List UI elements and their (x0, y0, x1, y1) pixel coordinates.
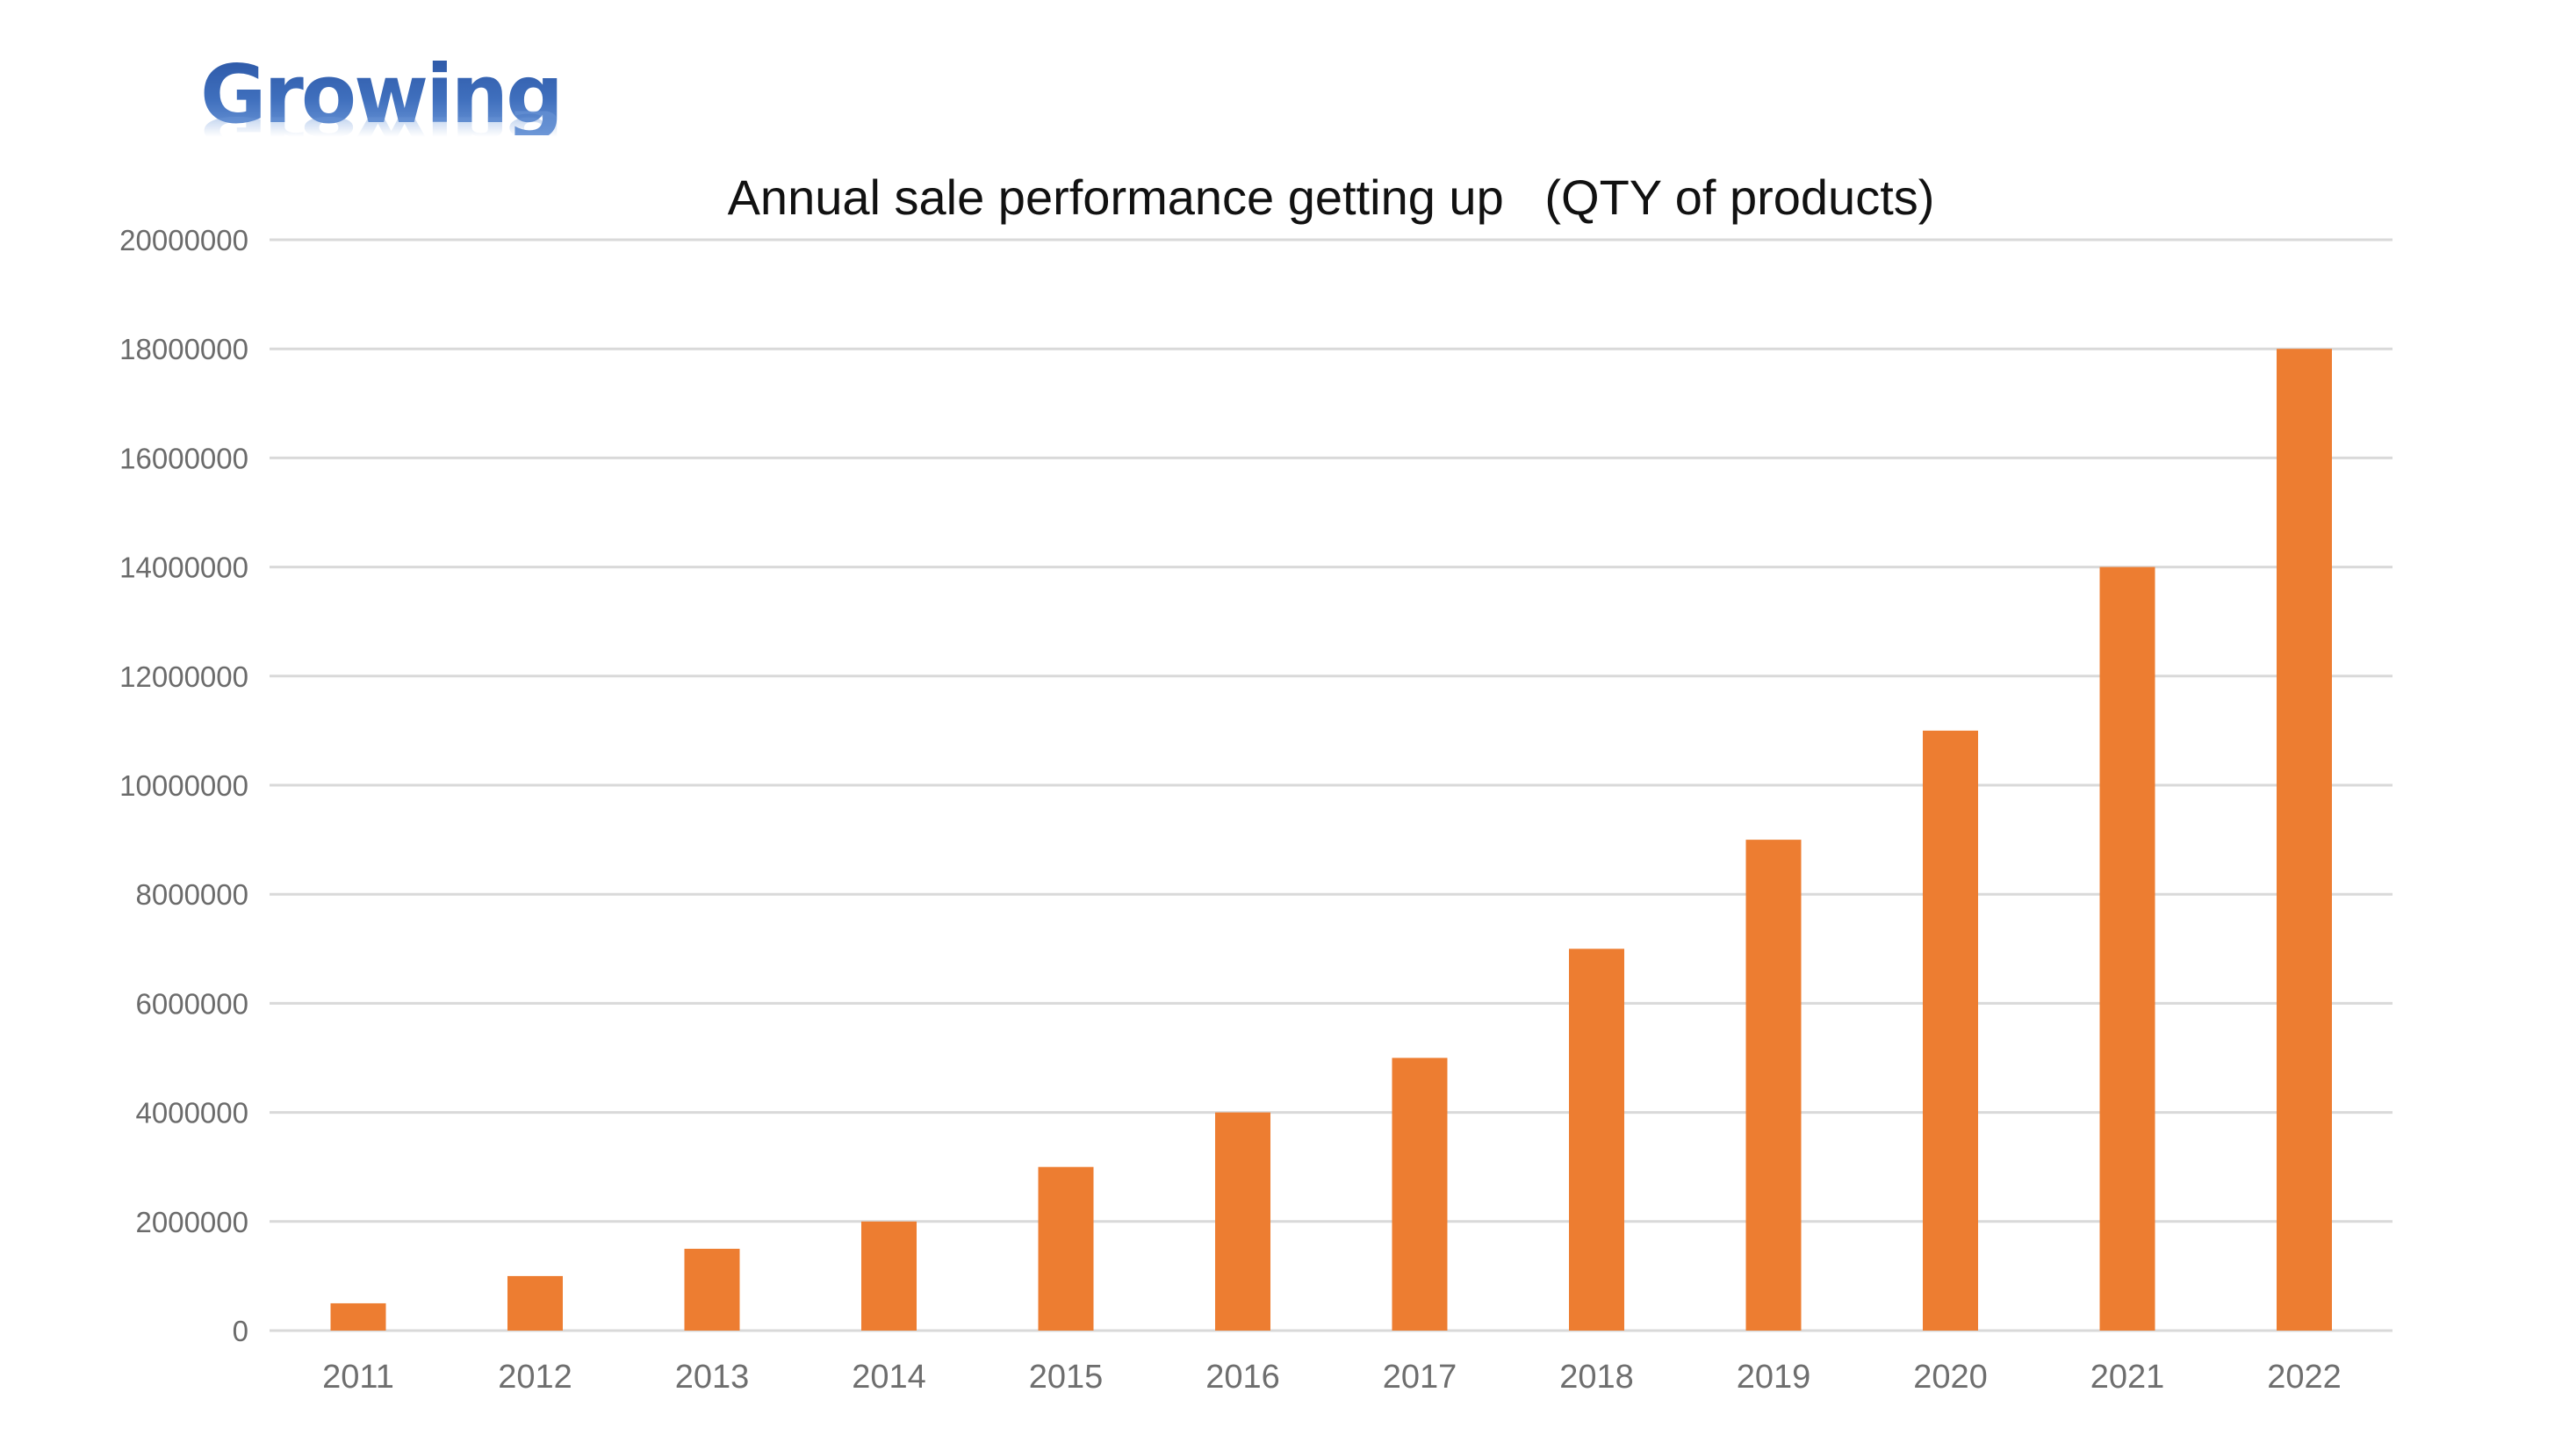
x-tick-label: 2019 (1737, 1359, 1811, 1396)
bar-2016 (1215, 1112, 1270, 1331)
bar-2014 (861, 1221, 917, 1331)
y-tick-label: 12000000 (119, 660, 248, 693)
y-tick-label: 16000000 (119, 442, 248, 474)
x-tick-label: 2021 (2090, 1359, 2165, 1396)
bar-2013 (684, 1248, 740, 1331)
bar-2012 (507, 1275, 563, 1331)
y-tick-label: 6000000 (136, 987, 248, 1020)
y-tick-label: 0 (233, 1315, 248, 1347)
x-tick-label: 2013 (675, 1359, 750, 1396)
y-tick-label: 4000000 (136, 1097, 248, 1129)
bar-2019 (1745, 840, 1802, 1331)
x-tick-label: 2018 (1559, 1359, 1634, 1396)
y-tick-label: 8000000 (136, 878, 248, 911)
page-heading: Growing (200, 47, 564, 141)
bar-2011 (330, 1302, 386, 1331)
y-tick-label: 20000000 (119, 224, 248, 256)
bar-2022 (2277, 349, 2332, 1331)
x-tick-label: 2015 (1029, 1359, 1104, 1396)
gridlines (270, 238, 2393, 1332)
x-axis-labels: 2011 2012 2013 2014 2015 2016 2017 2018 2019 2020… (322, 1359, 2342, 1396)
x-tick-label: 2011 (322, 1359, 394, 1396)
y-tick-label: 10000000 (119, 769, 248, 802)
bar-2018 (1569, 949, 1624, 1331)
x-tick-label: 2014 (852, 1359, 926, 1396)
x-tick-label: 2017 (1383, 1359, 1457, 1396)
bars (330, 349, 2332, 1331)
chart-title: Annual sale performance getting up (QTY … (728, 170, 1935, 225)
bar-2020 (1923, 730, 1978, 1331)
y-axis-labels: 0 2000000 4000000 6000000 8000000 10000000 120… (119, 224, 248, 1347)
bar-2017 (1392, 1057, 1448, 1331)
x-tick-label: 2022 (2267, 1359, 2342, 1396)
bar-2015 (1038, 1166, 1094, 1331)
y-tick-label: 14000000 (119, 552, 248, 584)
bar-2021 (2099, 566, 2155, 1331)
y-tick-label: 18000000 (119, 333, 248, 365)
x-tick-label: 2020 (1913, 1359, 1988, 1396)
y-tick-label: 2000000 (136, 1206, 248, 1238)
x-tick-label: 2012 (498, 1359, 572, 1396)
x-tick-label: 2016 (1205, 1359, 1280, 1396)
